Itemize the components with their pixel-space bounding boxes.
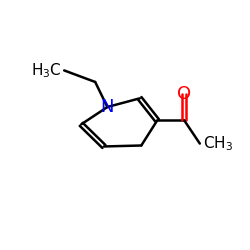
Text: H$_3$C: H$_3$C: [30, 61, 61, 80]
Text: CH$_3$: CH$_3$: [203, 134, 233, 153]
Text: O: O: [177, 86, 192, 103]
Text: N: N: [101, 98, 114, 116]
